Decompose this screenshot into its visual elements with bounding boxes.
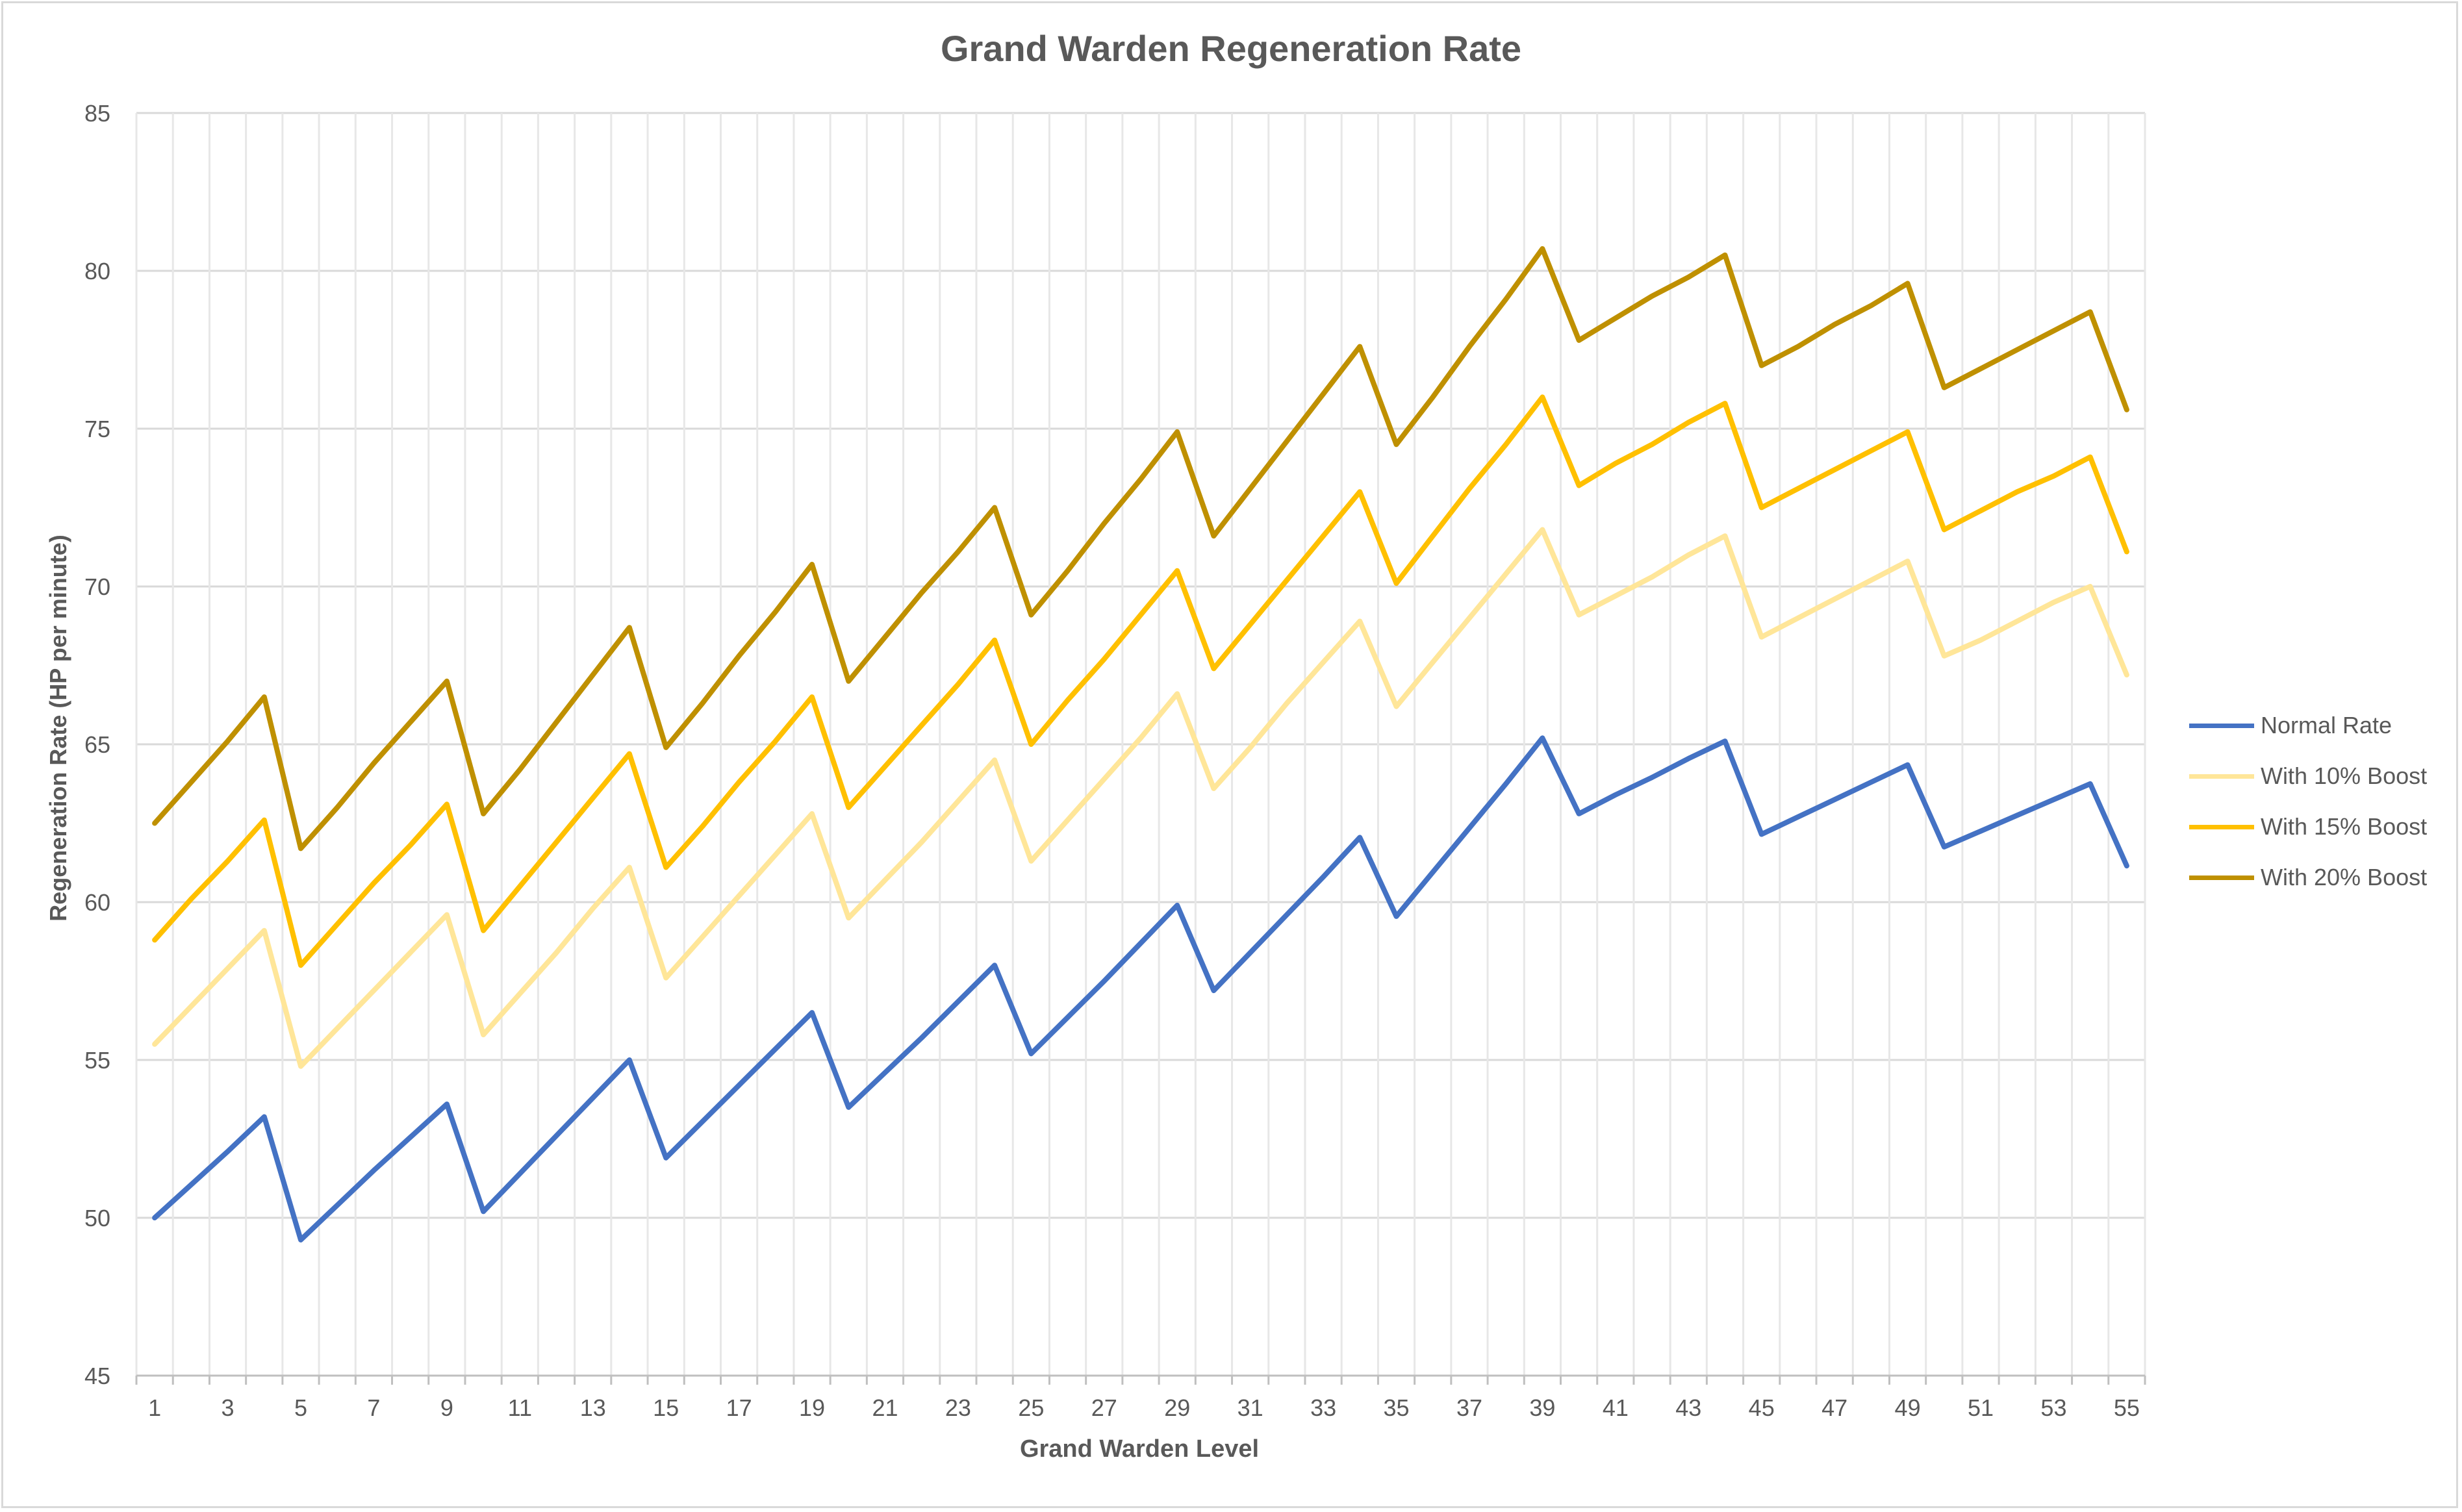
- x-tick-label: 49: [1895, 1394, 1921, 1421]
- x-tick-label: 29: [1164, 1394, 1190, 1421]
- legend-swatch: [2189, 875, 2254, 880]
- x-tick-label: 35: [1384, 1394, 1410, 1421]
- series-lines: [152, 246, 2129, 1242]
- x-tick-label: 41: [1603, 1394, 1629, 1421]
- x-tick-label: 1: [148, 1394, 161, 1421]
- y-tick-label: 60: [84, 889, 110, 916]
- legend-label: With 10% Boost: [2261, 762, 2428, 789]
- x-tick-label: 39: [1529, 1394, 1555, 1421]
- axes: [135, 1374, 2146, 1385]
- y-tick-labels: 45 50 55 60 65 70 75 80 85: [84, 100, 110, 1389]
- legend-item: Normal Rate: [2189, 700, 2449, 751]
- legend-item: With 15% Boost: [2189, 801, 2449, 852]
- x-tick-label: 37: [1456, 1394, 1482, 1421]
- x-tick-label: 17: [726, 1394, 752, 1421]
- y-tick-label: 80: [84, 258, 110, 284]
- x-tick-label: 47: [1821, 1394, 1847, 1421]
- x-tick-label: 7: [367, 1394, 380, 1421]
- x-tick-label: 51: [1968, 1394, 1994, 1421]
- x-tick-label: 43: [1675, 1394, 1701, 1421]
- legend-label: With 15% Boost: [2261, 813, 2428, 840]
- chart-title: Grand Warden Regeneration Rate: [940, 28, 1522, 69]
- series-line-2: [152, 527, 2129, 1069]
- legend-swatch: [2189, 723, 2254, 728]
- y-tick-label: 75: [84, 416, 110, 442]
- legend-item: With 10% Boost: [2189, 751, 2449, 801]
- x-tick-label: 9: [440, 1394, 453, 1421]
- x-tick-label: 15: [653, 1394, 679, 1421]
- x-tick-label: 19: [799, 1394, 825, 1421]
- legend-swatch: [2189, 824, 2254, 829]
- legend-label: Normal Rate: [2261, 712, 2392, 738]
- series-line-4: [152, 246, 2129, 851]
- gridlines: [135, 112, 2146, 1377]
- x-tick-label: 11: [508, 1394, 532, 1421]
- legend-swatch: [2189, 774, 2254, 779]
- y-tick-label: 55: [84, 1047, 110, 1074]
- legend-item: With 20% Boost: [2189, 852, 2449, 903]
- x-tick-labels: 1 3 5 7 9 11 13 15 17 19 21 23 25 27 29 31 33 35 37 39 41 43 4…: [148, 1394, 2140, 1421]
- series-line-3: [152, 394, 2129, 968]
- legend-label: With 20% Boost: [2261, 864, 2428, 890]
- legend: Normal Rate With 10% Boost With 15% Boost W…: [2189, 700, 2449, 903]
- x-tick-label: 55: [2114, 1394, 2140, 1421]
- y-tick-label: 45: [84, 1363, 110, 1389]
- x-tick-label: 33: [1310, 1394, 1336, 1421]
- x-tick-label: 13: [580, 1394, 606, 1421]
- x-tick-label: 25: [1018, 1394, 1044, 1421]
- y-tick-label: 65: [84, 731, 110, 758]
- x-tick-label: 21: [872, 1394, 898, 1421]
- x-tick-label: 45: [1749, 1394, 1775, 1421]
- x-tick-label: 5: [294, 1394, 307, 1421]
- x-tick-label: 53: [2040, 1394, 2066, 1421]
- y-tick-label: 85: [84, 100, 110, 127]
- series-line-1: [152, 735, 2129, 1242]
- x-tick-label: 3: [222, 1394, 235, 1421]
- y-tick-label: 50: [84, 1205, 110, 1231]
- x-tick-label: 31: [1237, 1394, 1263, 1421]
- x-axis-label: Grand Warden Level: [1019, 1435, 1260, 1463]
- x-tick-label: 23: [945, 1394, 971, 1421]
- y-tick-label: 70: [84, 573, 110, 600]
- x-tick-label: 27: [1091, 1394, 1117, 1421]
